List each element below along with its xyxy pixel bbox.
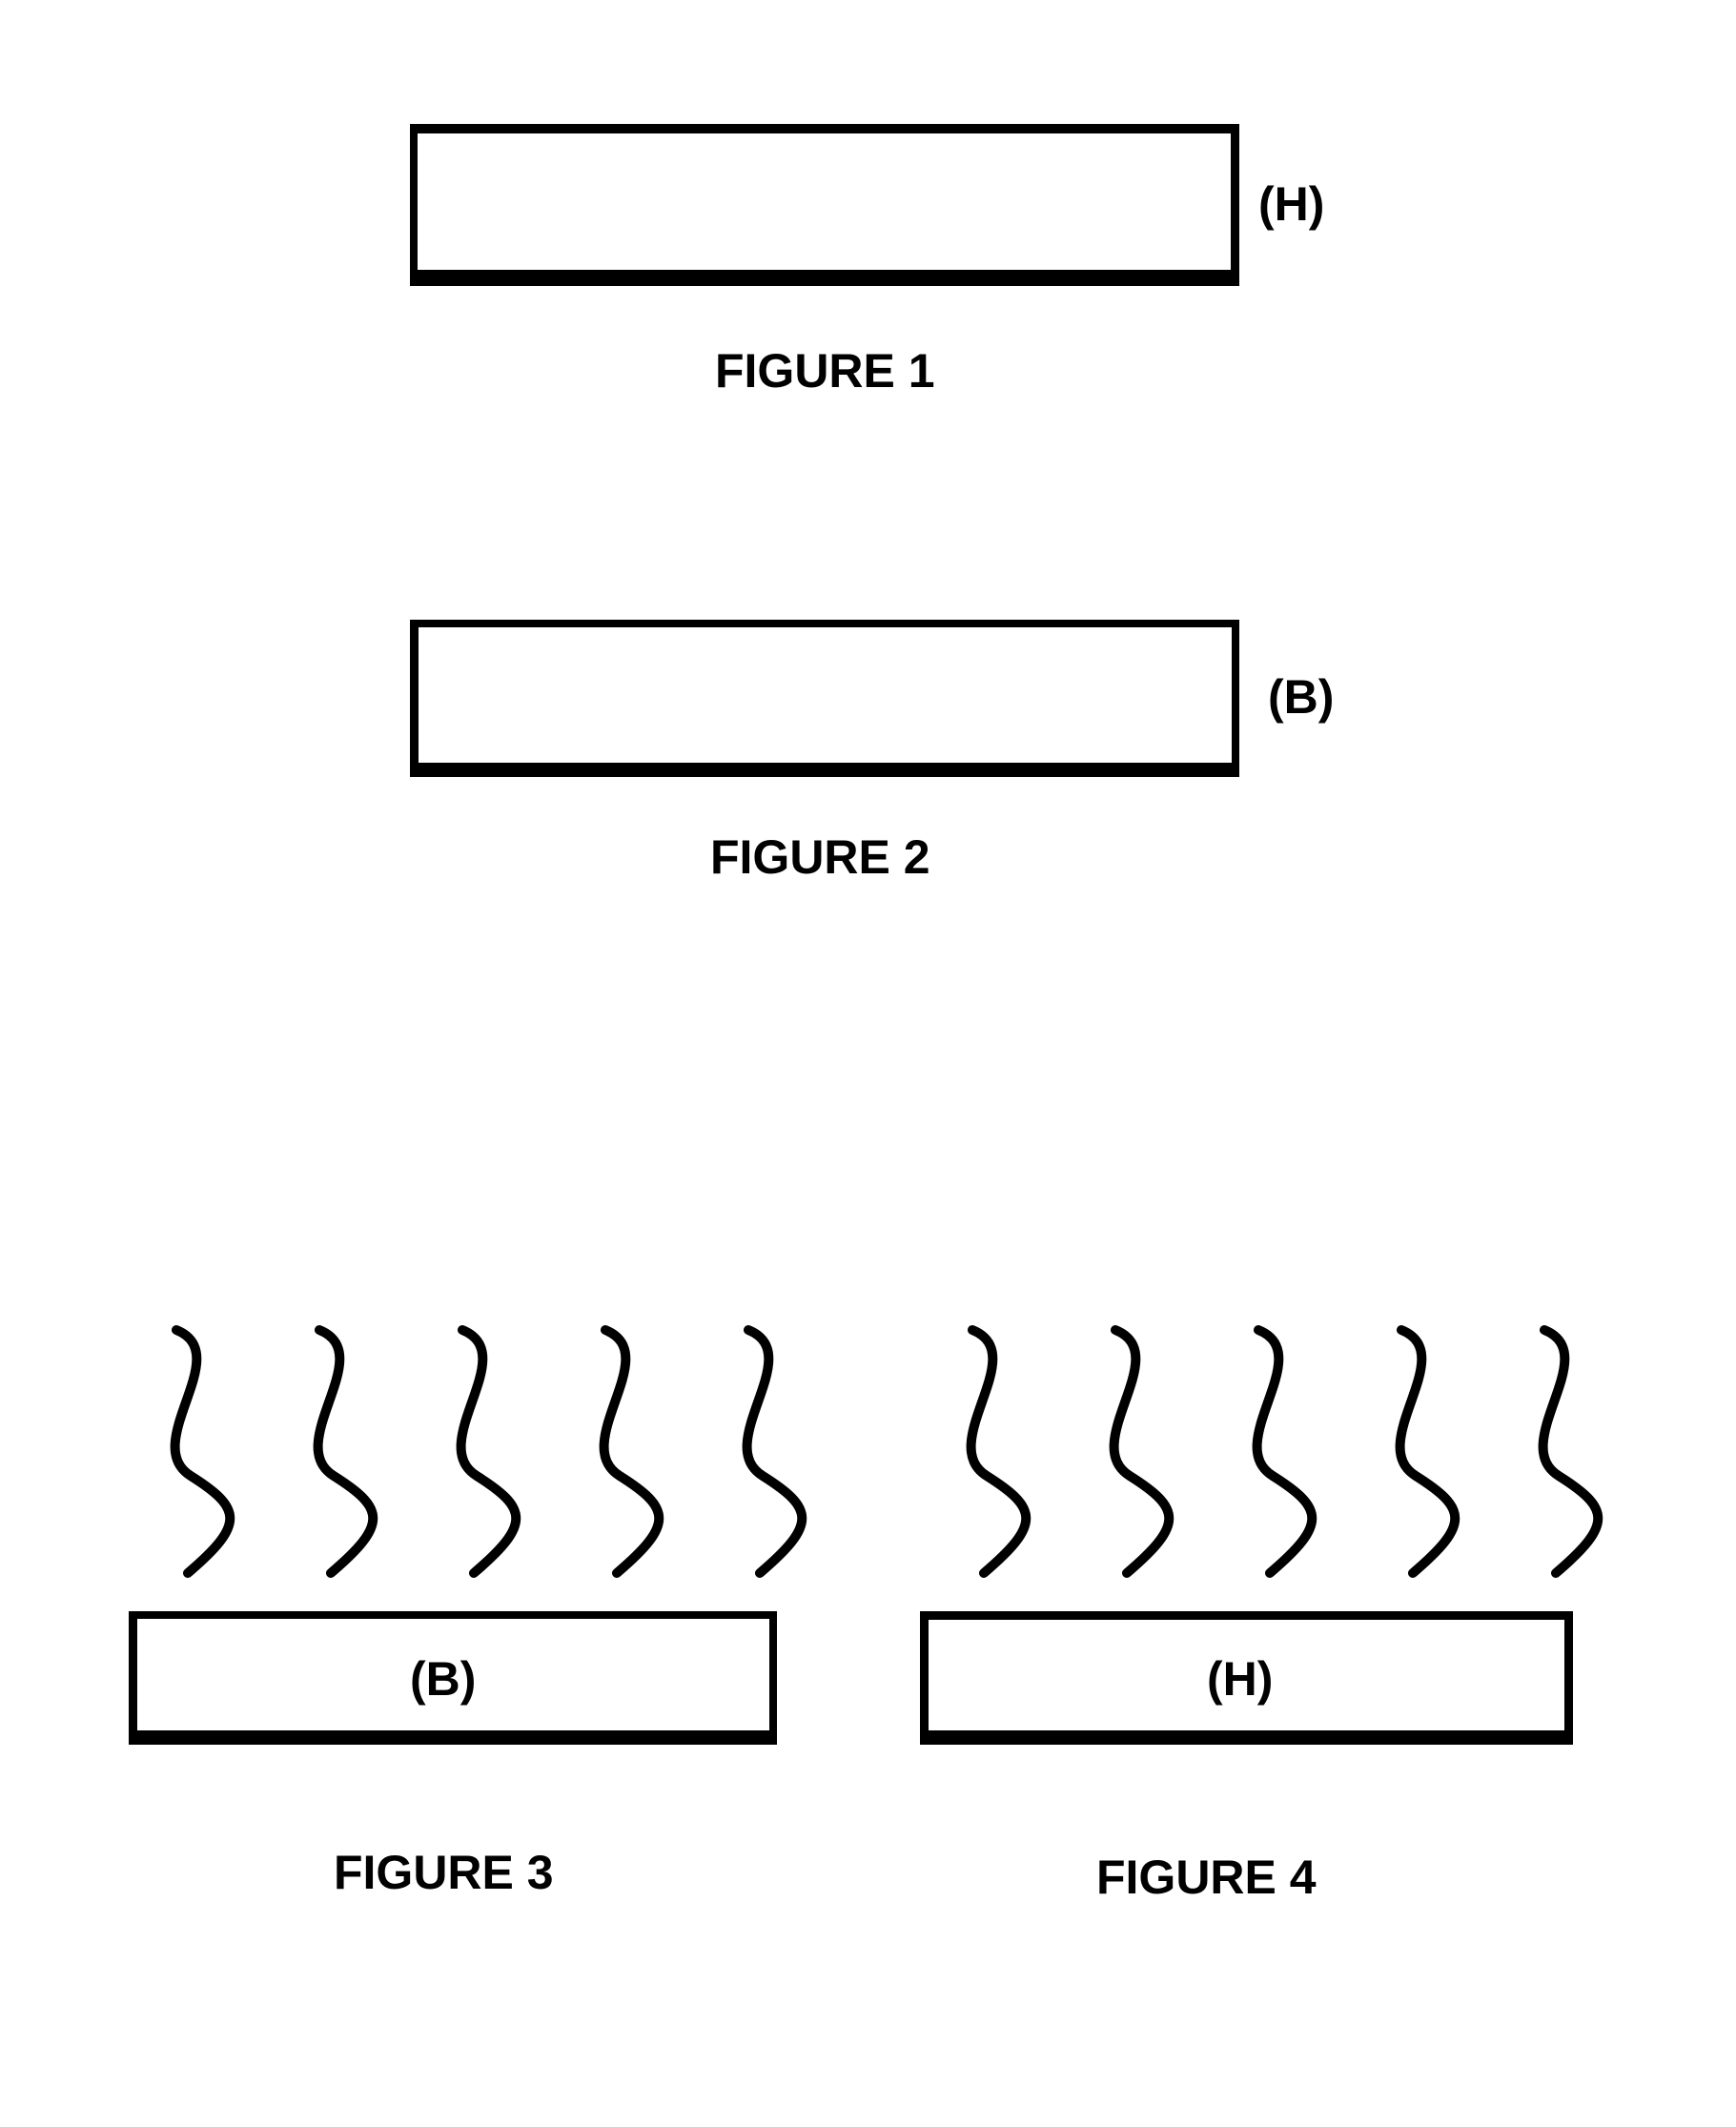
figure4-caption: FIGURE 4 bbox=[1096, 1850, 1317, 1905]
figure1-rect bbox=[410, 124, 1239, 286]
figure1-label: (H) bbox=[1258, 176, 1324, 232]
figure2-rect bbox=[410, 620, 1239, 777]
figure2-caption: FIGURE 2 bbox=[710, 829, 930, 885]
diagram-page: (H) FIGURE 1 (B) FIGURE 2 (B) FIGURE 3 (… bbox=[0, 0, 1736, 2127]
figure4-label: (H) bbox=[1201, 1651, 1278, 1707]
svg-layer bbox=[0, 0, 1736, 2127]
figure1-caption: FIGURE 1 bbox=[715, 343, 935, 399]
figure3-caption: FIGURE 3 bbox=[334, 1845, 554, 1900]
figure3-label: (B) bbox=[410, 1651, 476, 1707]
figure2-label: (B) bbox=[1268, 669, 1334, 725]
